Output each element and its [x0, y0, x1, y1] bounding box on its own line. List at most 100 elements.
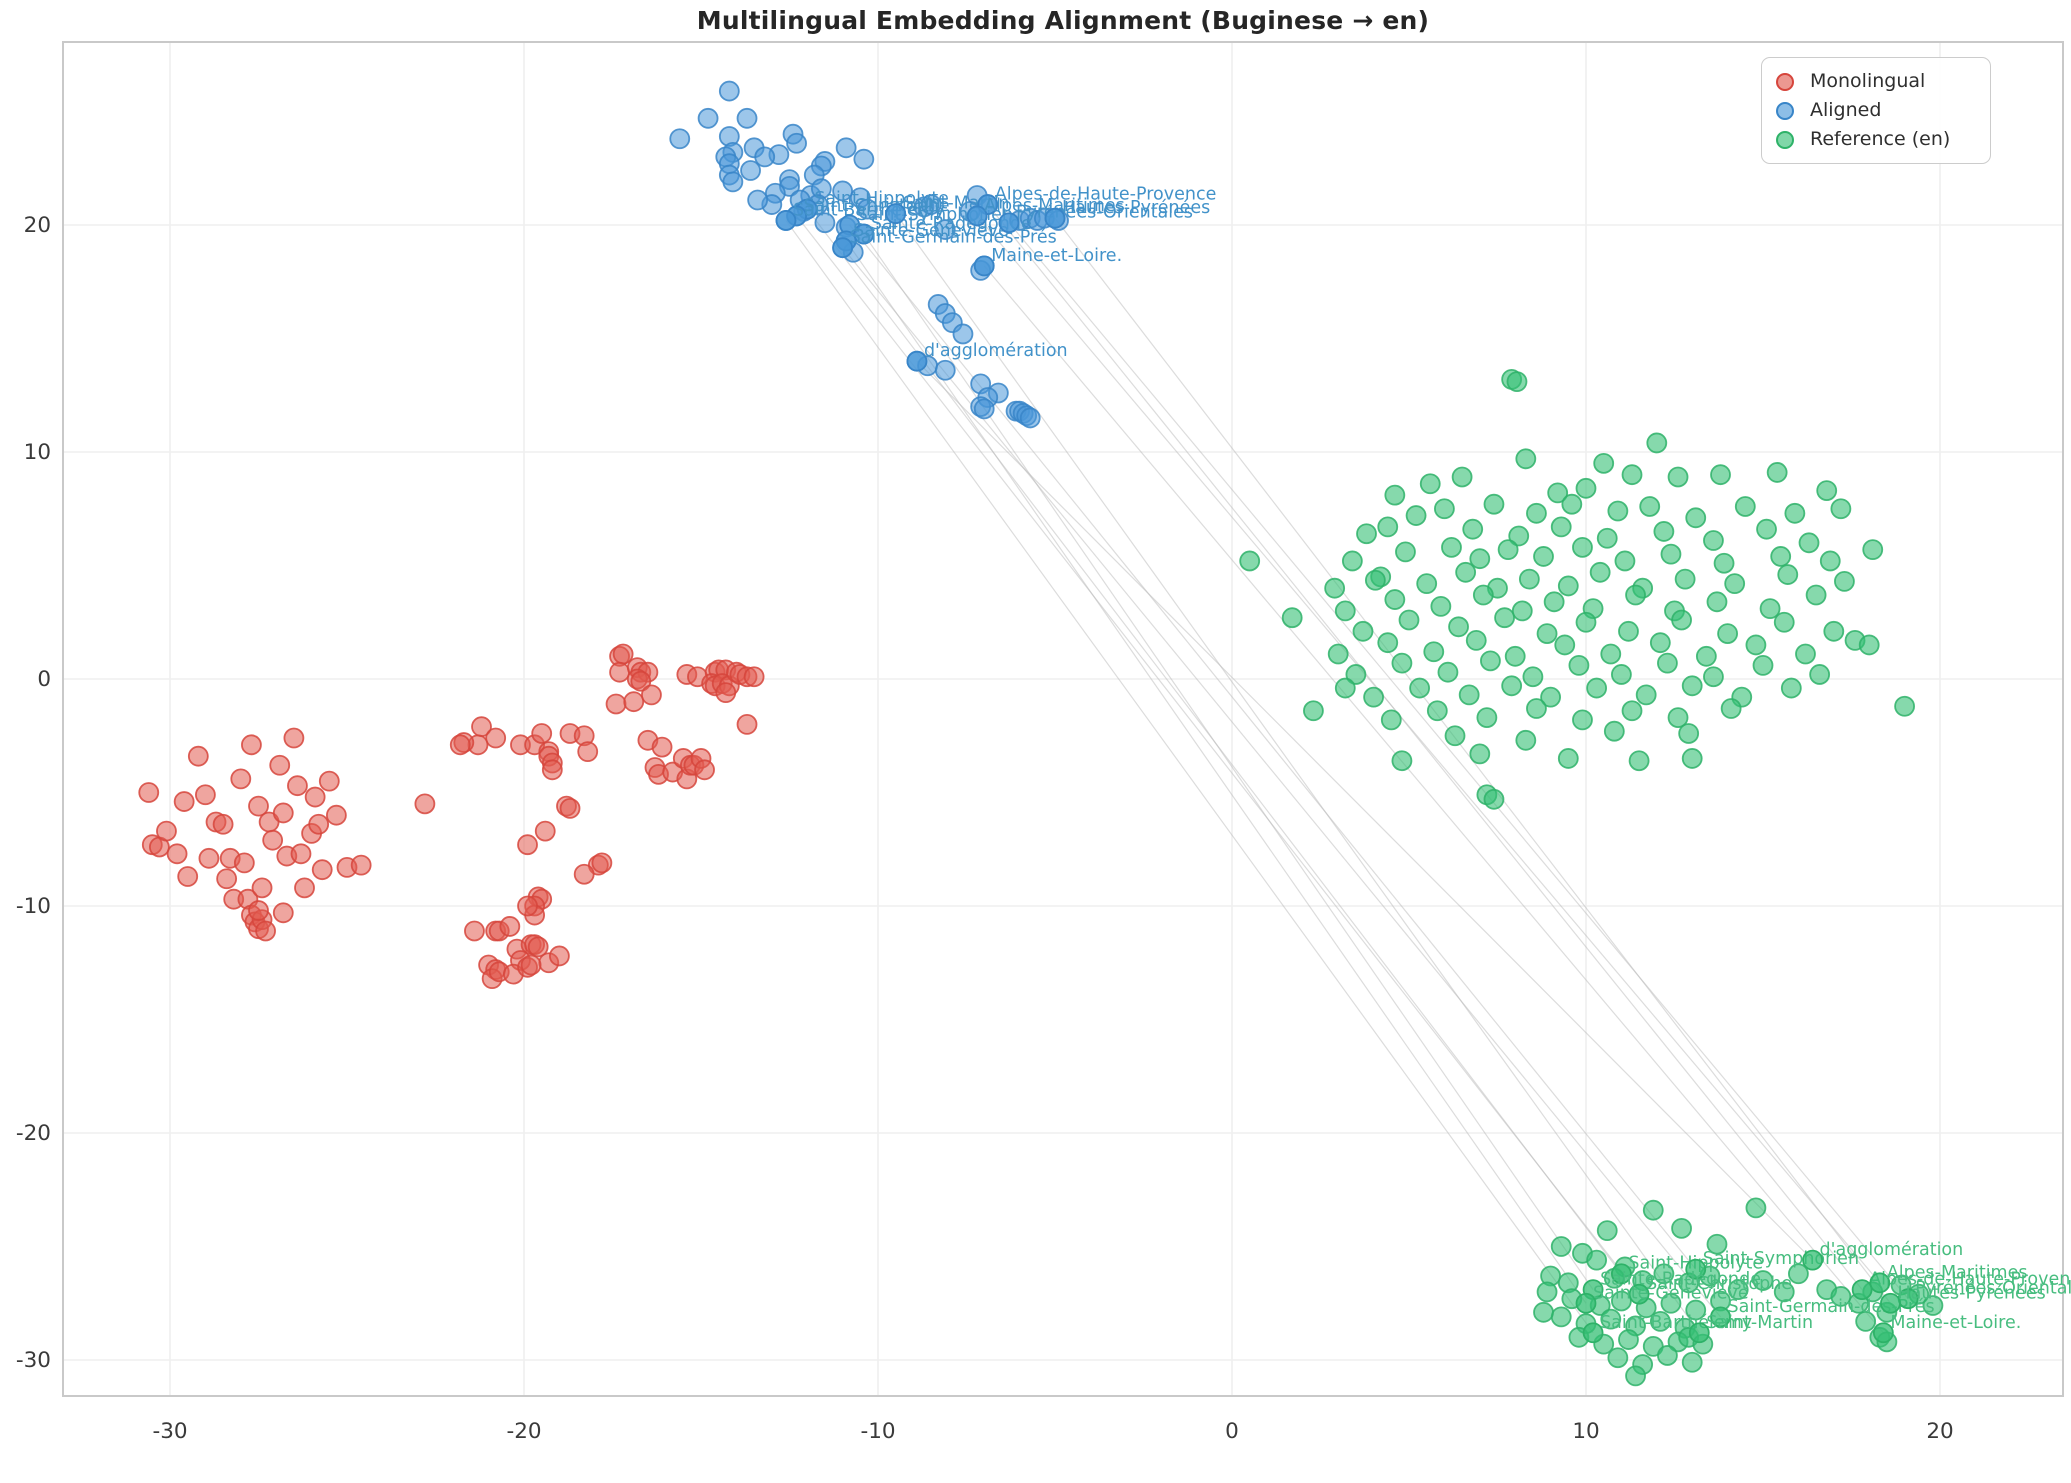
scatter-point-reference — [1784, 502, 1806, 524]
scatter-point-reference — [1752, 654, 1774, 676]
aligned-anchor-point — [832, 237, 853, 259]
legend-item-monolingual: Monolingual — [1776, 67, 1978, 96]
scatter-point-reference — [1434, 498, 1455, 520]
scatter-point-reference — [1685, 1299, 1707, 1321]
scatter-point-reference — [1777, 564, 1799, 585]
scatter-point-aligned — [747, 189, 769, 211]
annotation-label-reference: Alpes-Maritimes — [1887, 1263, 2028, 1283]
scatter-point-reference — [1766, 462, 1788, 483]
aligned-anchor-point — [906, 350, 928, 372]
alignment-line — [785, 220, 1594, 1334]
scatter-point-monolingual — [166, 843, 188, 865]
legend-label-aligned: Aligned — [1810, 99, 1882, 121]
scatter-point-reference — [1589, 561, 1611, 583]
scatter-point-reference — [1416, 573, 1438, 595]
scatter-point-monolingual — [414, 793, 436, 815]
scatter-point-monolingual — [534, 820, 556, 842]
alignment-line — [842, 247, 1721, 1318]
scatter-point-reference — [1384, 484, 1406, 506]
scatter-point-reference — [1557, 575, 1579, 597]
x-tick-label: 0 — [1225, 1419, 1239, 1444]
scatter-point-reference — [1550, 1236, 1572, 1257]
scatter-point-monolingual — [623, 691, 645, 713]
annotation-label-reference: d'agglomération — [1820, 1240, 1964, 1260]
reference-anchor-point — [1611, 1263, 1632, 1285]
scatter-point-reference — [1239, 550, 1261, 572]
scatter-point-reference — [1540, 686, 1561, 708]
reference-anchor-point — [1710, 1306, 1731, 1328]
scatter-point-reference — [1830, 1286, 1852, 1307]
scatter-point-reference — [1568, 654, 1590, 676]
scatter-point-reference — [1671, 609, 1692, 631]
x-tick-label: 10 — [1572, 1419, 1599, 1444]
scatter-point-aligned — [952, 323, 974, 345]
scatter-point-reference — [1483, 788, 1505, 810]
scatter-point-reference — [1710, 464, 1731, 486]
scatter-point-monolingual — [559, 797, 581, 819]
scatter-point-reference — [1547, 482, 1569, 504]
annotation-label-aligned: Saint-Hippolyte — [814, 189, 949, 209]
scatter-point-reference — [1788, 1263, 1809, 1285]
annotation-label-aligned: Sainte-Geneviève — [853, 221, 1009, 241]
scatter-point-reference — [1596, 1220, 1618, 1242]
scatter-point-reference — [1685, 507, 1707, 529]
scatter-point-reference — [1720, 698, 1742, 719]
scatter-point-reference — [1660, 543, 1682, 565]
scatter-point-monolingual — [241, 734, 262, 756]
legend-marker-aligned-icon — [1776, 101, 1794, 120]
scatter-point-monolingual — [605, 693, 627, 715]
scatter-point-monolingual — [233, 852, 255, 874]
aligned-anchor-point — [966, 205, 988, 227]
scatter-point-monolingual — [573, 863, 595, 885]
scatter-point-monolingual — [156, 820, 177, 842]
scatter-point-reference — [1635, 684, 1657, 706]
annotation-label-reference: Pyrénées-Orientales — [1915, 1279, 2071, 1299]
scatter-point-reference — [1727, 1279, 1749, 1301]
scatter-point-reference — [1561, 493, 1583, 515]
scatter-point-reference — [1780, 677, 1802, 699]
reference-anchor-point — [1688, 1322, 1710, 1344]
annotation-label-aligned: Saint-Barthélemy — [793, 200, 945, 220]
scatter-point-reference — [1384, 589, 1406, 610]
scatter-point-reference — [1543, 591, 1565, 613]
scatter-point-reference — [1395, 541, 1416, 563]
plot-border — [62, 41, 2064, 1397]
scatter-point-reference — [1795, 643, 1816, 665]
scatter-point-monolingual — [255, 920, 276, 942]
scatter-point-reference — [1706, 591, 1728, 613]
scatter-point-reference — [1334, 600, 1356, 622]
scatter-point-reference — [1511, 600, 1533, 622]
scatter-point-reference — [1515, 729, 1537, 751]
alignment-line — [976, 215, 1881, 1284]
scatter-point-reference — [1798, 532, 1820, 554]
annotation-label-reference: Sainte-Radegonde — [1600, 1270, 1761, 1290]
reference-anchor-point — [1872, 1322, 1894, 1344]
scatter-point-reference — [1695, 645, 1717, 667]
annotation-label-aligned: Saint-Germain-des-Prés — [850, 228, 1057, 248]
scatter-point-reference — [1596, 527, 1618, 549]
scatter-point-reference — [1462, 518, 1484, 540]
scatter-point-reference — [1752, 1270, 1774, 1291]
alignment-line — [987, 204, 1863, 1291]
scatter-point-reference — [1515, 448, 1537, 470]
scatter-point-reference — [1830, 498, 1852, 520]
annotation-label-aligned: Hautes-Pyrénées — [1062, 198, 1210, 218]
scatter-point-reference — [1423, 641, 1445, 663]
scatter-point-aligned — [722, 171, 744, 193]
scatter-point-monolingual — [651, 736, 673, 758]
scatter-point-reference — [1334, 677, 1356, 699]
annotation-label-aligned: Sainte-Radegonde — [871, 214, 1032, 234]
scatter-point-monolingual — [248, 795, 269, 817]
reference-anchor-point — [1628, 1283, 1650, 1305]
scatter-point-reference — [1681, 1351, 1703, 1373]
scatter-point-reference — [1625, 584, 1646, 606]
reference-anchor-point — [1685, 1258, 1707, 1280]
annotation-label-reference: Alpes-de-Haute-Provence — [1869, 1270, 2071, 1290]
aligned-anchor-point — [998, 212, 1020, 234]
scatter-point-monolingual — [294, 877, 315, 899]
scatter-point-monolingual — [283, 727, 305, 749]
scatter-point-reference — [1377, 516, 1399, 538]
scatter-point-reference — [1862, 539, 1884, 561]
scatter-point-monolingual — [198, 847, 220, 869]
scatter-point-reference — [1773, 1281, 1795, 1303]
